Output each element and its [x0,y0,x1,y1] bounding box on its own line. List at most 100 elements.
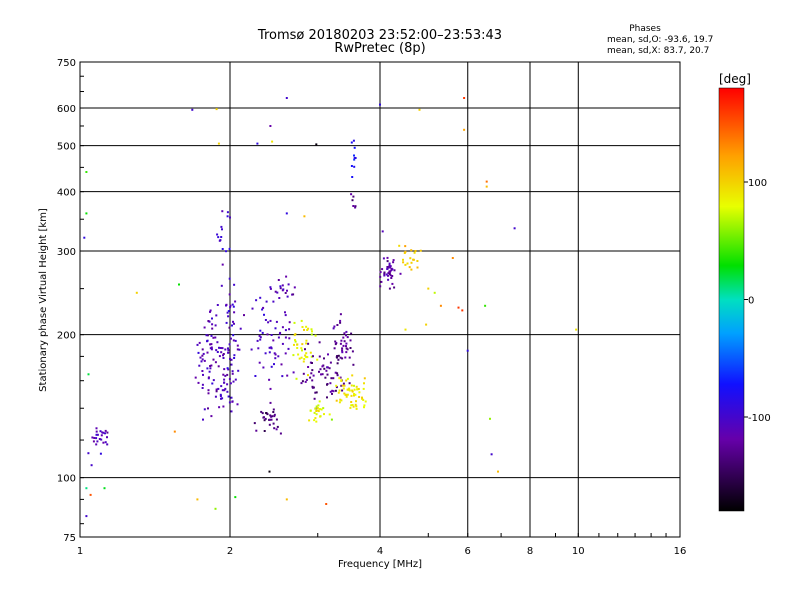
data-point [334,389,337,392]
data-point [227,349,230,352]
data-point [379,285,382,288]
data-point [345,345,347,348]
data-point [338,389,341,392]
data-point [269,387,272,390]
data-point [321,365,324,368]
data-point [364,400,367,403]
data-point [339,356,342,359]
data-point [343,332,346,335]
data-point [221,228,223,231]
data-point [300,382,303,385]
data-point [99,430,102,433]
data-point [210,415,213,418]
data-point [345,334,347,337]
data-point [485,180,488,183]
data-point [279,285,282,288]
data-point [352,205,355,207]
data-point [95,443,98,446]
data-point [282,288,285,291]
data-point [230,363,233,366]
data-point [95,433,98,436]
data-point [353,146,356,149]
data-point [293,286,296,289]
data-point [350,141,353,144]
data-point [220,351,223,354]
data-point [273,415,276,418]
data-point [199,356,202,359]
data-point [392,261,395,264]
data-point [353,158,356,161]
data-point [220,284,223,287]
data-point [339,398,342,401]
data-point [314,391,317,394]
data-point [466,349,469,352]
data-point [216,351,219,353]
data-point [439,304,442,307]
data-point [352,139,355,142]
data-point [413,251,416,254]
data-point [93,437,96,439]
data-point [228,293,231,296]
data-point [461,309,464,312]
data-point [301,380,304,383]
data-point [336,362,339,365]
data-point [318,370,320,373]
data-point [261,412,264,415]
data-point [414,250,417,252]
data-point [379,103,381,106]
data-point [232,334,235,337]
data-point [340,339,343,342]
data-point [346,336,349,339]
data-point [209,365,212,367]
colorbar-gradient [719,88,744,511]
data-point [268,346,271,349]
data-point [99,452,102,455]
data-point [311,369,314,372]
data-point [386,260,389,263]
data-point [337,391,340,394]
data-point [197,351,200,354]
data-point [87,452,90,455]
data-point [268,418,271,421]
y-tick-label: 100 [57,474,76,485]
data-point [325,369,328,372]
data-point [315,143,318,146]
data-point [216,304,219,306]
data-point [463,128,466,131]
data-point [259,329,262,332]
data-point [230,358,233,361]
data-point [85,171,88,173]
data-point [223,389,226,392]
data-point [463,97,466,99]
data-point [269,414,272,417]
data-point [207,392,210,395]
data-point [201,387,204,389]
data-point [85,212,88,215]
data-point [221,389,224,392]
data-point [348,382,351,385]
data-point [328,367,331,370]
data-point [399,272,402,275]
y-tick-label: 75 [63,533,76,544]
data-point [313,411,316,414]
data-point [329,382,332,385]
x-axis-label: Frequency [MHz] [338,559,422,570]
data-point [85,515,88,518]
data-point [300,347,303,350]
data-point [363,404,366,407]
data-point [385,273,388,276]
data-point [85,487,88,490]
data-point [222,373,225,376]
data-point [255,429,258,432]
x-axis-ticks: 1 2 4 6 8 10 16 [77,533,686,557]
data-point [391,282,394,285]
data-point [106,436,108,439]
data-point [315,410,318,412]
data-point [269,286,272,289]
data-point [383,274,386,277]
data-point [106,443,109,446]
data-point [198,364,201,367]
data-point [226,390,229,393]
data-point [363,382,365,385]
data-point [320,408,323,411]
